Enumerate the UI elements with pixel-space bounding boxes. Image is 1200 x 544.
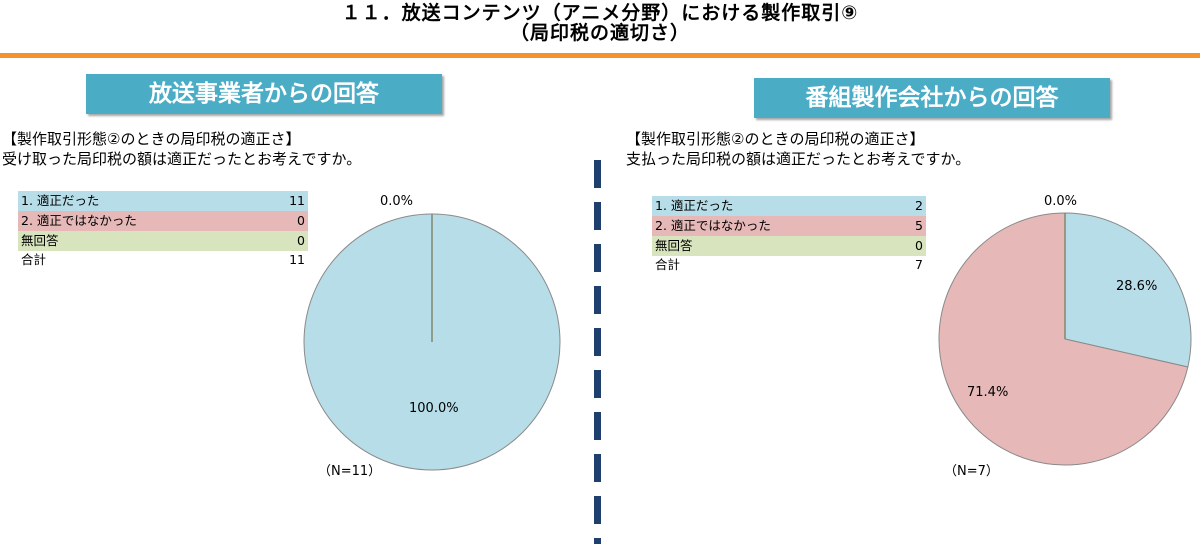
broadcaster-banner: 放送事業者からの回答: [86, 74, 442, 114]
pie-slice: [938, 212, 1189, 466]
table-row: 無回答 0: [18, 231, 308, 251]
row-label: 2. 適正ではなかった: [21, 213, 137, 228]
divider-dash: [594, 202, 601, 230]
right-pct-label-b: 71.4%: [967, 385, 1009, 400]
table-total-row: 合計 11: [18, 251, 308, 269]
divider-dash: [594, 370, 601, 398]
divider-dash: [594, 538, 601, 544]
row-value: 5: [915, 218, 923, 233]
row-value: 11: [289, 193, 305, 208]
table-row: 2. 適正ではなかった 0: [18, 211, 308, 231]
row-label: 無回答: [21, 233, 59, 248]
divider-dash: [594, 454, 601, 482]
right-question-heading: 【製作取引形態②のときの局印税の適正さ】: [626, 130, 925, 148]
row-label: 2. 適正ではなかった: [655, 218, 771, 233]
right-pct-label-zero: 0.0%: [1044, 194, 1078, 209]
page-title: １１．放送コンテンツ（アニメ分野）における製作取引⑨: [341, 2, 859, 24]
divider-dash: [594, 244, 601, 272]
pie-slice: [1064, 212, 1192, 368]
right-pct-label-a: 28.6%: [1116, 279, 1158, 294]
row-value: 0: [915, 238, 923, 253]
right-pie-chart: [938, 212, 1192, 466]
table-row: 1. 適正だった 2: [652, 196, 926, 216]
left-sample-size: （N=11）: [318, 464, 382, 479]
divider-dash: [594, 412, 601, 440]
table-row: 1. 適正だった 11: [18, 191, 308, 211]
table-row: 無回答 0: [652, 236, 926, 256]
table-total-row: 合計 7: [652, 256, 926, 274]
left-question: 受け取った局印税の額は適正だったとお考えですか。: [2, 150, 362, 168]
divider-dash: [594, 160, 601, 188]
divider-dash: [594, 286, 601, 314]
page-subtitle: （局印税の適切さ）: [509, 22, 690, 44]
divider-dash: [594, 328, 601, 356]
row-label: 無回答: [655, 238, 693, 253]
right-question: 支払った局印税の額は適正だったとお考えですか。: [626, 150, 971, 168]
row-value: 2: [915, 198, 923, 213]
total-value: 7: [915, 257, 923, 272]
row-value: 0: [297, 213, 305, 228]
row-label: 1. 適正だった: [655, 198, 734, 213]
row-label: 1. 適正だった: [21, 193, 100, 208]
row-value: 0: [297, 233, 305, 248]
left-response-table: 1. 適正だった 11 2. 適正ではなかった 0 無回答 0 合計 11: [18, 191, 308, 269]
left-pie-chart: [303, 213, 561, 471]
divider-dash: [594, 496, 601, 524]
left-pct-label-main: 100.0%: [409, 401, 459, 416]
total-label: 合計: [655, 257, 681, 272]
left-question-heading: 【製作取引形態②のときの局印税の適正さ】: [2, 130, 301, 148]
total-label: 合計: [21, 252, 47, 267]
right-sample-size: （N=7）: [944, 464, 999, 479]
right-response-table: 1. 適正だった 2 2. 適正ではなかった 5 無回答 0 合計 7: [652, 196, 926, 274]
production-company-banner: 番組製作会社からの回答: [754, 78, 1110, 118]
header-rule: [0, 53, 1200, 58]
total-value: 11: [289, 252, 305, 267]
table-row: 2. 適正ではなかった 5: [652, 216, 926, 236]
left-pct-label-zero: 0.0%: [380, 194, 414, 209]
